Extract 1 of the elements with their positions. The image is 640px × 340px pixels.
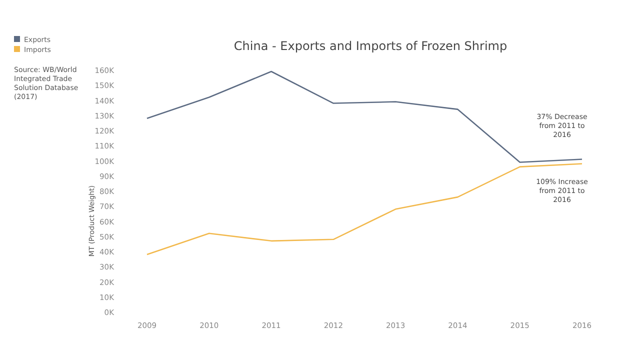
chart-title: China - Exports and Imports of Frozen Shrimp: [234, 39, 508, 53]
